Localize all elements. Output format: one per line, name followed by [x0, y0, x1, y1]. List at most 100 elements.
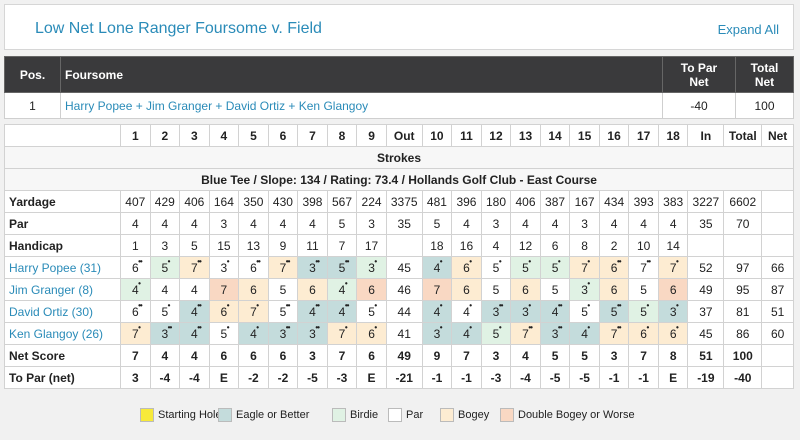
score-cell: 4 •• [297, 300, 328, 323]
score-value: 6 [131, 304, 139, 319]
handicap-cell: 12 [510, 234, 541, 257]
score-value: 6 [610, 282, 618, 297]
score-value: 4 [191, 282, 198, 297]
player-name[interactable]: Harry Popee (31) [3, 256, 122, 279]
score-cell: 6 • [628, 322, 659, 345]
legend-swatch [500, 408, 514, 422]
to-par-net-cell: -5 [539, 366, 571, 389]
stroke-dots: •• [285, 323, 291, 332]
legend-swatch [140, 408, 154, 422]
score-value: 49 [699, 282, 713, 297]
score-value: 5 [279, 304, 287, 319]
player-name[interactable]: Ken Glangoy (26) [3, 322, 122, 345]
hole-header: 15 [569, 124, 600, 147]
handicap-cell: 18 [421, 234, 453, 257]
legend-item: Par [388, 408, 423, 426]
yardage-cell: 350 [238, 190, 269, 213]
score-value: 4 [463, 326, 470, 341]
score-cell: 5 • [356, 300, 387, 323]
legend-label: Starting Hole [158, 408, 222, 421]
par-cell: 4 [149, 212, 181, 235]
score-value: 7 [640, 260, 647, 275]
expand-all-link[interactable]: Expand All [717, 22, 779, 37]
score-value: 6 [463, 282, 470, 297]
score-value: 5 [610, 304, 618, 319]
score-cell: 5 [480, 278, 512, 301]
score-value: 6 [368, 282, 375, 297]
score-cell: 49 [687, 278, 725, 301]
handicap-cell [761, 234, 794, 257]
score-value: 3 [492, 304, 500, 319]
stroke-dots: • [469, 323, 472, 332]
to-par-net-cell: -40 [723, 366, 763, 389]
stroke-dots: •• [285, 257, 291, 266]
stroke-dots: •• [616, 257, 622, 266]
net-score-label: Net Score [3, 344, 122, 367]
score-cell: 4 • [569, 322, 600, 345]
score-value: 5 [161, 304, 169, 319]
par-row: Par 4 4 4 3 4 4 4 5 3 35 5 4 3 4 4 3 4 4 4 35 70 [3, 212, 794, 235]
handicap-cell: 9 [267, 234, 299, 257]
tee-info: Blue Tee / Slope: 134 / Rating: 73.4 / H… [4, 168, 794, 191]
hole-header: Net [761, 124, 794, 147]
stroke-dots: •• [498, 301, 504, 310]
yardage-cell: 430 [267, 190, 299, 213]
par-cell: 4 [657, 212, 689, 235]
par-cell: 4 [179, 212, 210, 235]
score-cell: 5 • [628, 300, 659, 323]
stroke-dots: • [374, 323, 377, 332]
net-score-cell: 49 [385, 344, 423, 367]
to-par-net-cell: -4 [179, 366, 210, 389]
score-value: 3 [522, 304, 529, 319]
par-cell: 35 [687, 212, 725, 235]
score-value: 7 [433, 282, 441, 297]
score-cell: 7 • [657, 256, 689, 279]
hole-header: 7 [297, 124, 328, 147]
handicap-cell [723, 234, 763, 257]
col-pos-header: Pos. [4, 56, 61, 93]
foursome-row[interactable]: 1 Harry Popee + Jim Granger + David Orti… [4, 92, 794, 119]
stroke-dots: •• [315, 257, 320, 266]
net-score-cell: 4 [510, 344, 541, 367]
par-cell: 70 [723, 212, 763, 235]
score-cell: 6 [297, 278, 328, 301]
stroke-dots: • [226, 323, 230, 332]
score-value: 6 [220, 304, 228, 319]
hole-header: 12 [480, 124, 512, 147]
score-cell: 7 •• [179, 256, 210, 279]
legend-swatch [388, 408, 402, 422]
net-score-cell: 7 [120, 344, 151, 367]
stroke-dots: • [138, 323, 141, 332]
score-value: 5 [551, 260, 559, 275]
score-value: 7 [191, 260, 198, 275]
score-cell: 6 •• [238, 256, 269, 279]
score-cell: 3 • [356, 256, 387, 279]
score-value: 4 [338, 304, 346, 319]
net-score-cell: 3 [480, 344, 512, 367]
stroke-dots: • [676, 301, 679, 310]
score-value: 5 [279, 282, 287, 297]
stroke-dots: • [646, 323, 649, 332]
score-value: 5 [492, 282, 500, 297]
stroke-dots: •• [315, 301, 320, 310]
to-par-net-cell [761, 366, 794, 389]
score-cell: 5 • [510, 256, 541, 279]
score-value: 6 [250, 282, 257, 297]
score-cell: 6 • [451, 256, 482, 279]
stroke-dots: • [344, 323, 348, 332]
player-name[interactable]: Jim Granger (8) [3, 278, 122, 301]
score-cell: 52 [687, 256, 725, 279]
row-foursome-link[interactable]: Harry Popee + Jim Granger + David Ortiz … [60, 92, 663, 119]
score-cell: 4 • [421, 300, 453, 323]
score-cell: 4 •• [179, 322, 210, 345]
score-cell: 3 •• [149, 322, 181, 345]
handicap-cell: 2 [598, 234, 630, 257]
player-name[interactable]: David Ortiz (30) [3, 300, 122, 323]
score-cell: 6 [657, 278, 689, 301]
score-value: 3 [309, 326, 316, 341]
score-cell: 4 • [451, 322, 482, 345]
score-cell: 97 [723, 256, 763, 279]
par-cell: 3 [480, 212, 512, 235]
score-cell: 45 [385, 256, 423, 279]
score-value: 46 [397, 282, 411, 297]
